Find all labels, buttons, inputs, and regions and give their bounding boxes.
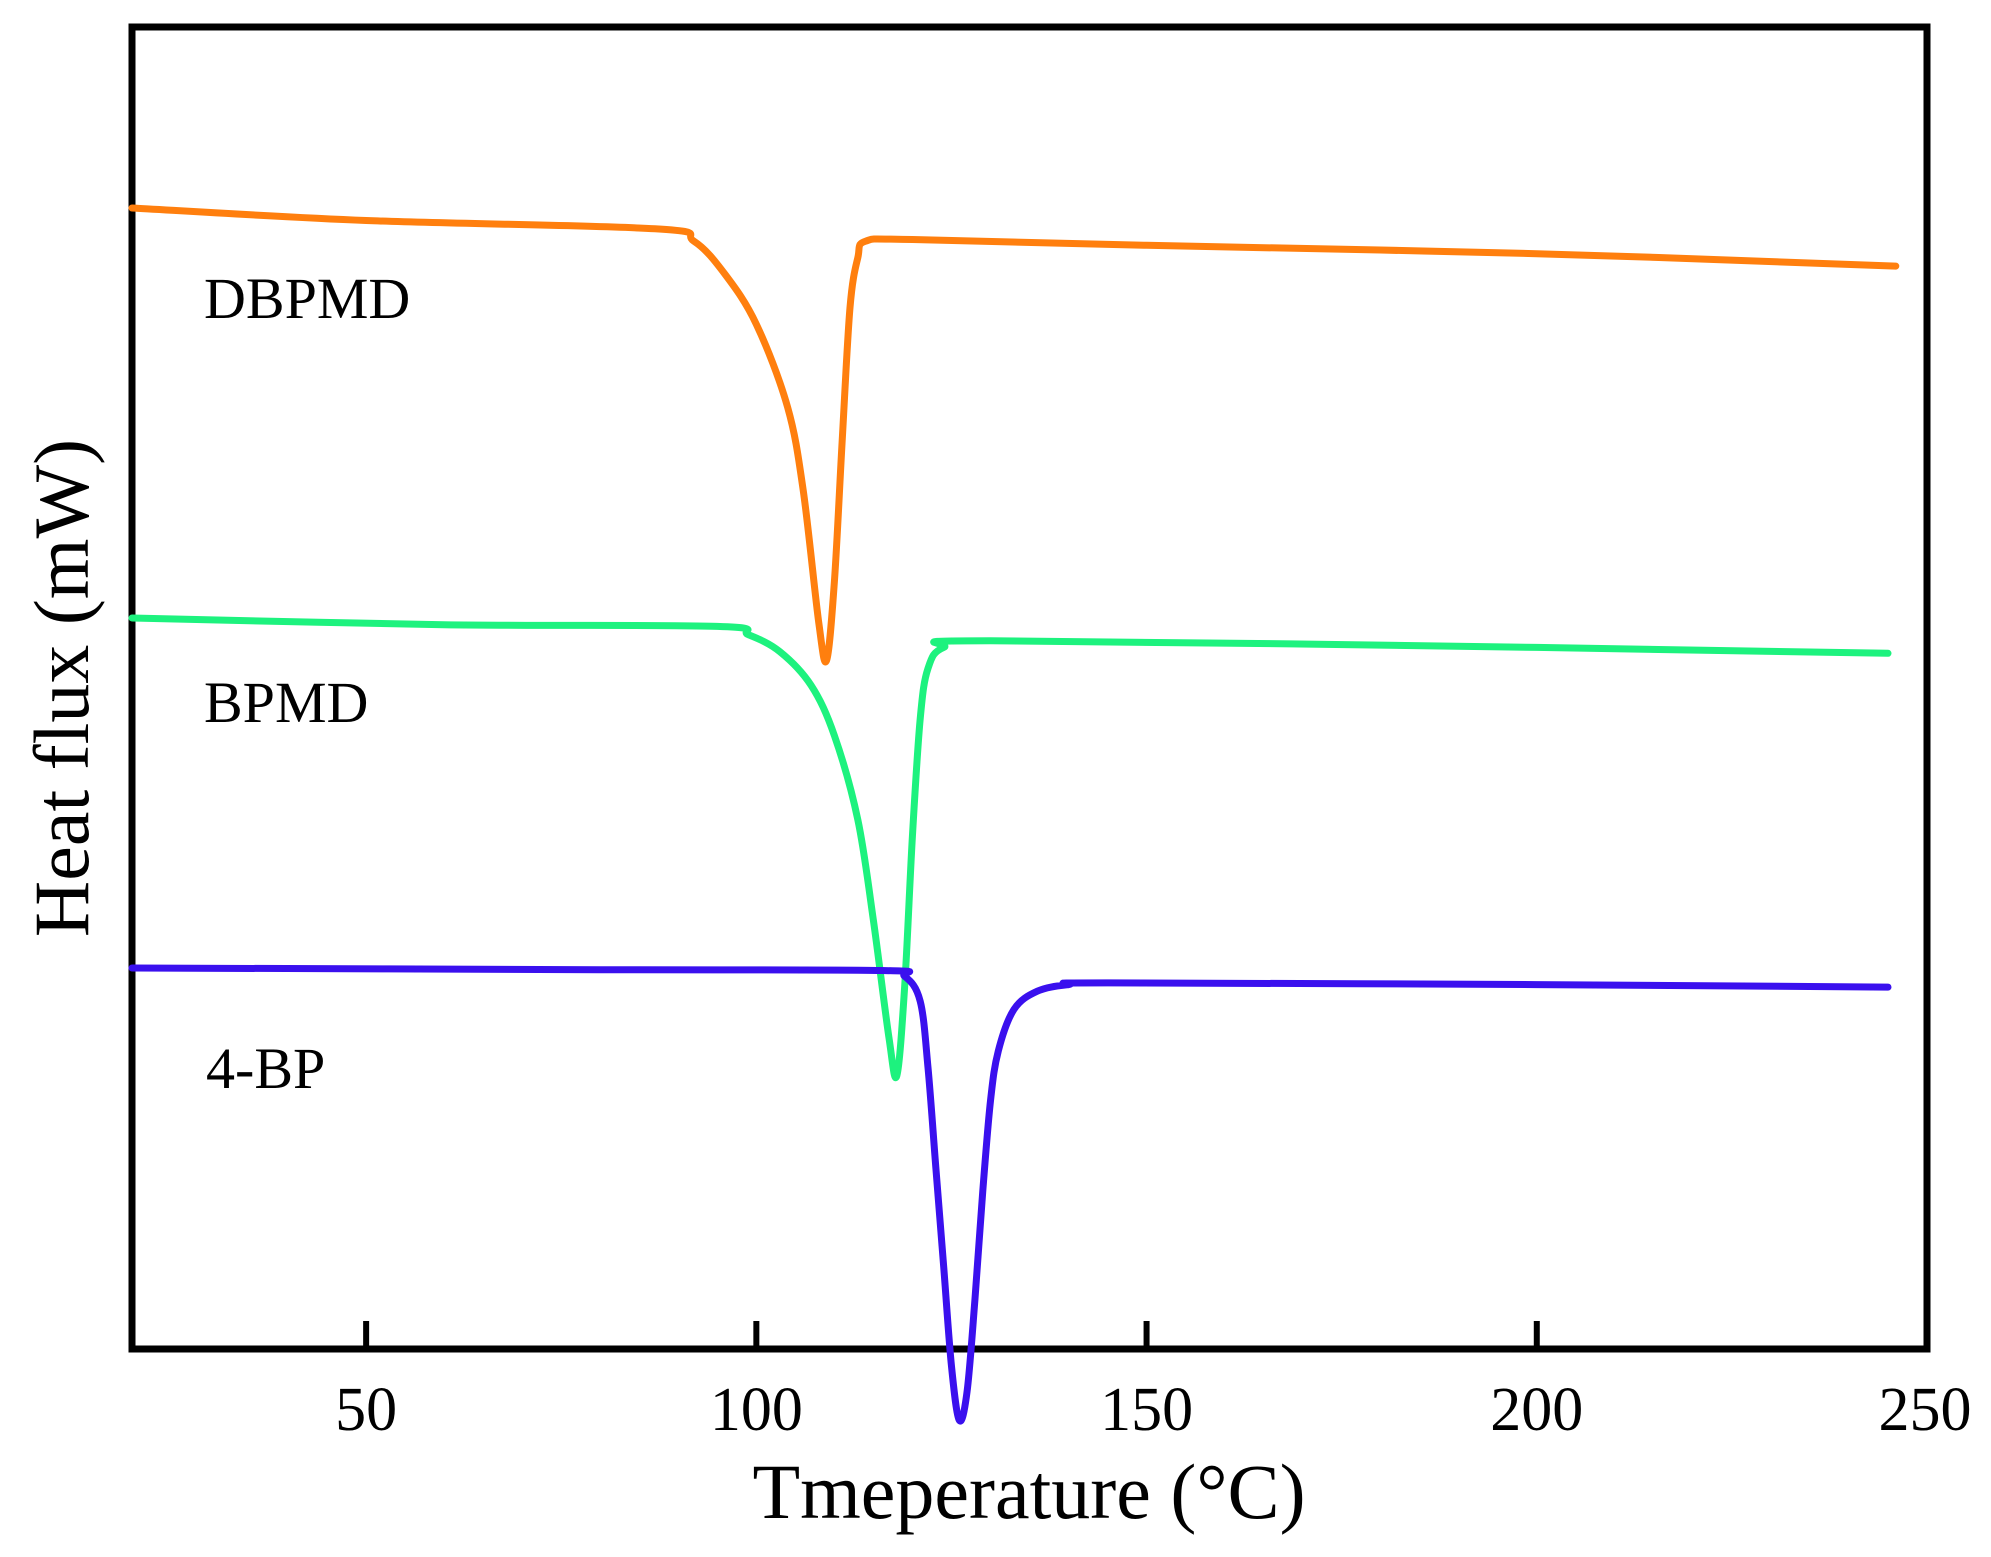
series-line-4-bp [128, 964, 1892, 1425]
series-label-dbpmd: DBPMD [204, 266, 410, 331]
plot-frame [128, 23, 1931, 1353]
series-labels: DBPMD BPMD 4-BP [204, 266, 410, 1101]
series-line-bpmd [128, 614, 1892, 1082]
series-label-4-bp: 4-BP [206, 1036, 325, 1101]
y-axis-title: Heat flux (mW) [18, 439, 105, 937]
x-tick-label: 100 [710, 1376, 803, 1444]
series-label-bpmd: BPMD [204, 670, 368, 735]
x-tick-label: 150 [1100, 1376, 1193, 1444]
series-line-dbpmd [128, 204, 1900, 666]
series-lines [128, 204, 1900, 1425]
x-ticks: 50 100 150 200 250 [335, 1321, 1972, 1444]
x-tick-label: 200 [1490, 1376, 1583, 1444]
x-axis-title: Tmeperature (°C) [752, 1448, 1305, 1535]
x-tick-label: 250 [1879, 1376, 1972, 1444]
x-tick-label: 50 [335, 1376, 397, 1444]
